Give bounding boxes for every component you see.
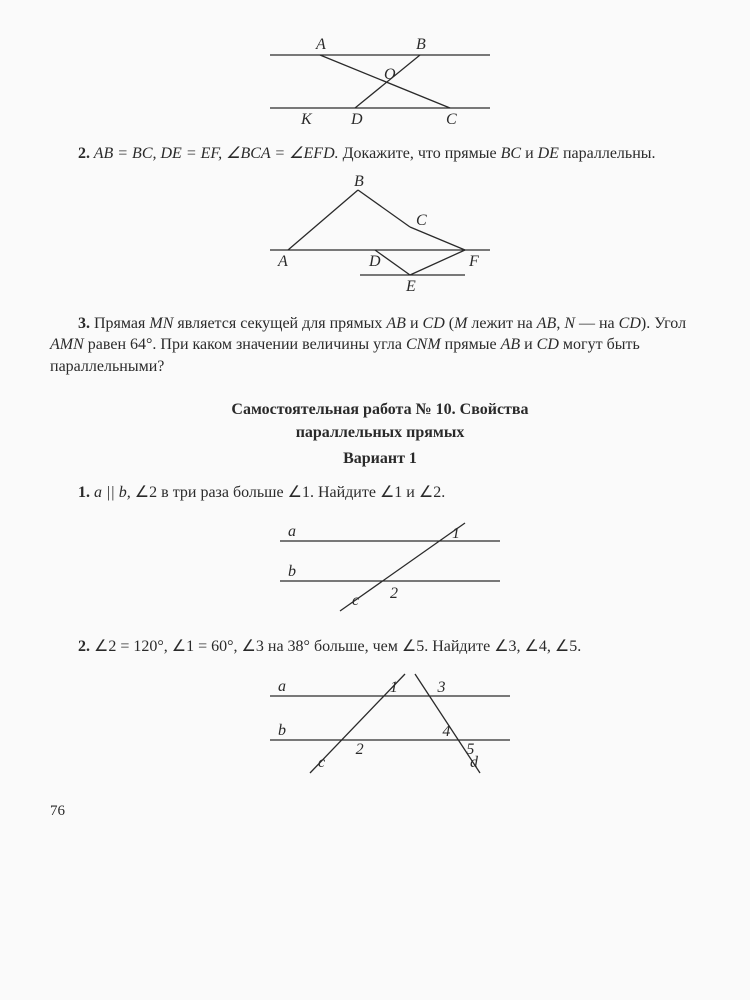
page-number: 76 <box>50 801 65 821</box>
problem-text: и <box>521 145 538 162</box>
problem-2: 2. AB = BC, DE = EF, ∠BCA = ∠EFD. Докажи… <box>50 143 710 165</box>
heading-line: параллельных прямых <box>296 424 465 441</box>
problem-text: DE <box>538 145 559 162</box>
section-heading: Самостоятельная работа № 10. Свойства па… <box>50 399 710 444</box>
svg-text:2: 2 <box>356 741 364 758</box>
problem-text: параллельны. <box>559 145 656 162</box>
problem-text: Докажите, что прямые <box>343 145 501 162</box>
svg-text:B: B <box>354 175 364 190</box>
variant-label: Вариант 1 <box>50 448 710 470</box>
problem-text: AB = BC, DE = EF, ∠BCA = ∠EFD. <box>90 145 343 162</box>
problem-number: 3. <box>78 315 90 332</box>
svg-text:D: D <box>350 111 363 125</box>
problem-number: 2. <box>78 145 90 162</box>
svg-text:C: C <box>446 111 457 125</box>
svg-text:O: O <box>384 66 396 83</box>
problem-text: BC <box>501 145 521 162</box>
svg-text:a: a <box>288 523 296 540</box>
problem-number: 2. <box>78 638 90 655</box>
svg-text:C: C <box>416 212 427 229</box>
svg-text:c: c <box>318 754 325 771</box>
svg-text:4: 4 <box>442 723 450 740</box>
problem-3: 3. Прямая MN является секущей для прямых… <box>50 313 710 378</box>
figure-parallel-transversal: a b c 1 2 <box>240 513 520 618</box>
svg-text:A: A <box>277 253 288 270</box>
svg-text:a: a <box>278 678 286 695</box>
svg-text:2: 2 <box>390 585 398 602</box>
svg-text:K: K <box>300 111 313 125</box>
svg-text:b: b <box>288 563 296 580</box>
svg-text:F: F <box>468 253 479 270</box>
variant-problem-2: 2. ∠2 = 120°, ∠1 = 60°, ∠3 на 38° больше… <box>50 636 710 658</box>
figure-parallel-two-transversals: abcd13245 <box>230 668 530 783</box>
variant-problem-1: 1. a || b, ∠2 в три раза больше ∠1. Найд… <box>50 482 710 504</box>
svg-text:b: b <box>278 722 286 739</box>
svg-text:5: 5 <box>466 741 474 758</box>
svg-text:B: B <box>416 36 426 53</box>
svg-text:1: 1 <box>452 525 460 542</box>
svg-text:3: 3 <box>436 679 445 696</box>
svg-text:1: 1 <box>390 679 398 696</box>
heading-line: Самостоятельная работа № 10. Свойства <box>231 401 528 418</box>
problem-number: 1. <box>78 484 90 501</box>
svg-text:c: c <box>352 592 359 609</box>
svg-text:A: A <box>315 36 326 53</box>
figure-crossing-lines: A B O K D C <box>250 30 510 125</box>
svg-text:D: D <box>368 253 381 270</box>
svg-text:E: E <box>405 278 416 295</box>
figure-triangle-lines: A B C D E F <box>240 175 520 295</box>
